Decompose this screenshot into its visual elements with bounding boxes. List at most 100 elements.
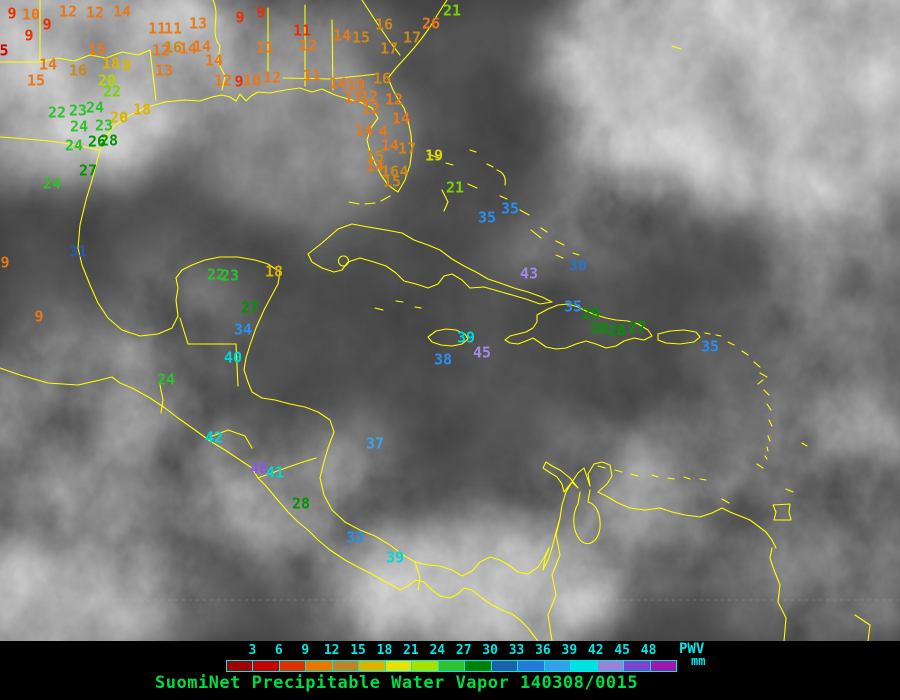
station-pwv-value: 14 (380, 136, 400, 155)
centam-borders (209, 429, 421, 591)
station-pwv-value: 9 (7, 4, 17, 23)
station-pwv-value: 21 (442, 1, 462, 20)
jamaica (427, 328, 469, 347)
scale-segment (544, 661, 572, 671)
lake-maracaibo (573, 489, 601, 545)
station-pwv-value: 30 (568, 256, 588, 275)
scale-segment (597, 661, 625, 671)
station-pwv-value: 28 (291, 494, 311, 513)
scale-tick-label: 24 (429, 643, 446, 658)
lesser-antilles (704, 332, 808, 504)
station-pwv-value: 4 (399, 162, 409, 181)
scale-tick-label: 27 (455, 643, 472, 658)
station-pwv-value: 14 (38, 55, 58, 74)
station-pwv-value: 35 (500, 199, 520, 218)
station-pwv-value: 9 (256, 3, 266, 22)
station-pwv-value: 14 (328, 74, 348, 93)
station-pwv-value: 11 (302, 66, 322, 85)
station-pwv-value: 41 (265, 463, 285, 482)
scale-tick-label: 33 (508, 643, 525, 658)
scale-segment (518, 661, 545, 671)
station-pwv-value: 27 (240, 298, 260, 317)
station-pwv-value: 11 (292, 21, 312, 40)
station-pwv-value: 22 (47, 103, 67, 122)
station-pwv-value: 17 (397, 139, 417, 158)
station-pwv-value: 30 (589, 319, 609, 338)
station-pwv-value: 14 (112, 2, 132, 21)
station-pwv-value: 18 (132, 100, 152, 119)
scale-tick-label: 48 (640, 643, 657, 658)
station-pwv-value: 10 (21, 5, 41, 24)
station-pwv-value: 15 (382, 172, 402, 191)
station-pwv-value: 12 (384, 90, 404, 109)
station-pwv-value: 10 (346, 75, 366, 94)
station-pwv-value: 9 (234, 72, 244, 91)
scale-segment (227, 661, 254, 671)
scale-segment (624, 661, 651, 671)
station-pwv-value: 4 (378, 122, 388, 141)
station-pwv-value: 5 (0, 41, 9, 60)
coastlines (0, 0, 871, 641)
station-pwv-value: 14 (204, 51, 224, 70)
bahamas (427, 149, 580, 259)
hispaniola (504, 303, 653, 350)
venezuela-islands (597, 465, 707, 481)
pwv-color-scale (226, 660, 677, 672)
station-pwv-value: 15 (365, 147, 385, 166)
station-pwv-value: 15 (87, 40, 107, 59)
station-pwv-value: 28 (607, 321, 627, 340)
station-pwv-value: 24 (69, 117, 89, 136)
scale-tick-label: 30 (482, 643, 498, 658)
station-pwv-value: 17 (379, 39, 399, 58)
scale-segment (465, 661, 492, 671)
station-pwv-value: 24 (64, 136, 84, 155)
pwv-label: PWV (679, 641, 705, 657)
legend-panel: 3 6 9 12 15 18 21 24 27 30 33 36 39 42 45 48 PWV mm Suo… (0, 641, 900, 700)
station-pwv-value: 16 (372, 69, 392, 88)
station-pwv-value: 18 (264, 262, 284, 281)
station-pwv-value: 10 (242, 71, 262, 90)
station-pwv-value: 14 (365, 157, 385, 176)
station-pwv-value: 27 (627, 318, 647, 337)
scale-tick-label: 42 (587, 643, 604, 658)
station-pwv-value: 39 (385, 548, 405, 567)
station-pwv-value: 34 (233, 320, 253, 339)
guatemala-borders (159, 317, 239, 414)
station-pwv-value: 13 (188, 14, 208, 33)
scale-tick-label: 45 (614, 643, 630, 658)
station-pwv-value: 14 (332, 26, 352, 45)
scale-tick-label: 12 (323, 643, 340, 658)
scale-segment (438, 661, 466, 671)
station-pwv-value: 24 (156, 370, 176, 389)
us-gulf-coast (99, 0, 448, 193)
scale-segment (412, 661, 439, 671)
pwv-station-values-layer: 9 10 12 12 14 9 9 5 15 14 16 15 18 8 20 22 22 23 24 24 23 20 1… (0, 1, 719, 567)
cuba-cays (337, 255, 422, 311)
station-pwv-value: 43 (519, 264, 539, 283)
scale-segment (491, 661, 519, 671)
station-pwv-value: 35 (563, 297, 583, 316)
scale-segment (332, 661, 360, 671)
station-pwv-value: 21 (445, 178, 465, 197)
mexico-centam-coast (77, 149, 777, 577)
station-pwv-value: 12 (151, 41, 171, 60)
scale-tick-label: 9 (301, 643, 310, 658)
station-pwv-value: 15 (26, 71, 46, 90)
station-pwv-value: 11 (255, 38, 275, 57)
station-pwv-value: 35 (477, 208, 497, 227)
station-pwv-value: 19 (424, 146, 444, 165)
station-pwv-value: 13 (154, 61, 174, 80)
south-america-borders (547, 517, 871, 641)
image-title: SuomiNet Precipitable Water Vapor 140308… (155, 673, 639, 693)
station-pwv-value: 23 (220, 266, 240, 285)
station-pwv-value: 12 (359, 87, 379, 106)
station-pwv-value: 9 (42, 15, 52, 34)
cuba (307, 223, 553, 305)
scale-tick-label: 3 (248, 643, 257, 658)
station-pwv-value: 13 (343, 88, 363, 107)
station-pwv-value: 40 (223, 348, 243, 367)
station-pwv-value: 45 (472, 343, 492, 362)
station-pwv-value: 17 (402, 28, 422, 47)
scale-tick-label: 18 (376, 643, 393, 658)
